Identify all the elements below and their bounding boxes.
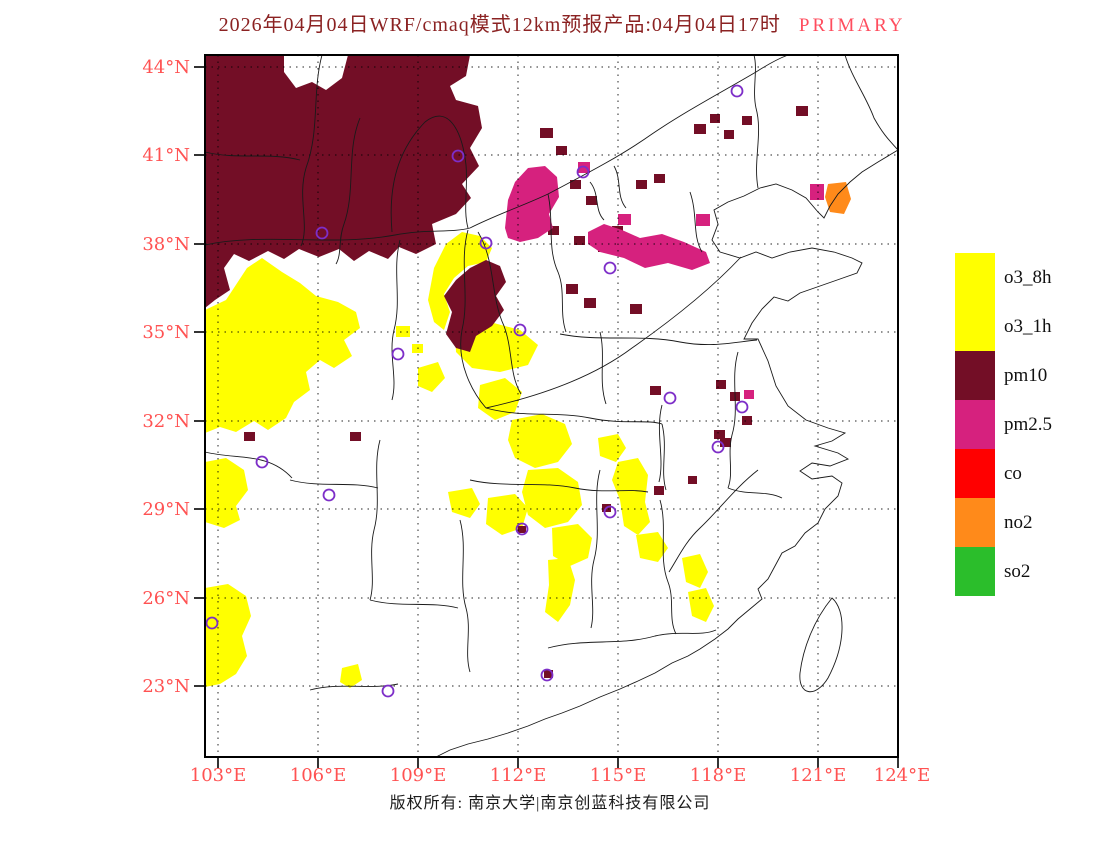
lat-axis-labels: 44°N 41°N 38°N 35°N 32°N 29°N 26°N 23°N xyxy=(142,57,190,697)
legend-item-o3-8h: o3_8h xyxy=(955,253,1052,302)
station-marker xyxy=(603,505,617,519)
station-marker xyxy=(322,488,336,502)
lat-label: 41°N xyxy=(142,145,190,166)
province-boundaries xyxy=(204,54,899,691)
lon-label: 121°E xyxy=(790,765,847,786)
legend-label: o3_1h xyxy=(1004,315,1052,337)
legend-swatch-o3-8h xyxy=(955,253,995,302)
lon-label: 115°E xyxy=(590,765,647,786)
station-marker xyxy=(315,226,329,240)
coastline xyxy=(435,149,899,758)
legend-label: o3_8h xyxy=(1004,266,1052,288)
title-primary-tag: PRIMARY xyxy=(798,15,906,36)
graticule-grid xyxy=(205,55,898,757)
legend-swatch-co xyxy=(955,449,995,498)
legend-swatch-so2 xyxy=(955,547,995,596)
legend-item-co: co xyxy=(955,449,1052,498)
axis-ticks xyxy=(194,66,899,768)
lat-label: 23°N xyxy=(142,676,190,697)
legend-item-o3-1h: o3_1h xyxy=(955,302,1052,351)
pm25-regions xyxy=(505,162,824,399)
lat-label: 32°N xyxy=(142,411,190,432)
page-title: 2026年04月04日WRF/cmaq模式12km预报产品:04月04日17时 … xyxy=(12,8,1100,37)
lat-label: 44°N xyxy=(142,57,190,78)
lat-label: 38°N xyxy=(142,234,190,255)
legend-item-no2: no2 xyxy=(955,498,1052,547)
legend-label: co xyxy=(1004,462,1022,484)
lon-axis-labels: 103°E 106°E 109°E 112°E 115°E 118°E 121°… xyxy=(190,765,931,786)
station-marker xyxy=(391,347,405,361)
legend-label: so2 xyxy=(1004,560,1031,582)
lon-label: 118°E xyxy=(690,765,747,786)
lon-label: 109°E xyxy=(390,765,447,786)
station-marker xyxy=(711,440,725,454)
station-marker xyxy=(663,391,677,405)
station-marker xyxy=(603,261,617,275)
station-marker xyxy=(513,323,527,337)
lon-label: 124°E xyxy=(874,765,931,786)
legend: o3_8h o3_1h pm10 pm2.5 co no2 so2 xyxy=(955,253,1052,596)
lon-label: 112°E xyxy=(490,765,547,786)
station-marker xyxy=(255,455,269,469)
legend-item-pm10: pm10 xyxy=(955,351,1052,400)
legend-swatch-no2 xyxy=(955,498,995,547)
station-marker xyxy=(515,522,529,536)
lon-label: 103°E xyxy=(190,765,247,786)
copyright: 版权所有: 南京大学|南京创蓝科技有限公司 xyxy=(389,795,711,812)
legend-label: pm10 xyxy=(1004,364,1048,386)
lat-label: 35°N xyxy=(142,322,190,343)
station-marker xyxy=(381,684,395,698)
legend-item-pm25: pm2.5 xyxy=(955,400,1052,449)
legend-swatch-pm25 xyxy=(955,400,995,449)
lon-label: 106°E xyxy=(290,765,347,786)
station-marker xyxy=(730,84,744,98)
legend-swatch-pm10 xyxy=(955,351,995,400)
pm10-regions xyxy=(205,55,808,678)
station-marker xyxy=(479,236,493,250)
station-marker xyxy=(540,668,554,682)
legend-label: no2 xyxy=(1004,511,1033,533)
no2-regions xyxy=(825,182,851,214)
legend-item-so2: so2 xyxy=(955,547,1052,596)
station-marker xyxy=(735,400,749,414)
station-markers xyxy=(205,84,749,698)
o3-regions xyxy=(205,232,714,688)
legend-swatch-o3-1h xyxy=(955,302,995,351)
lat-label: 29°N xyxy=(142,499,190,520)
station-marker xyxy=(451,149,465,163)
station-marker xyxy=(205,616,219,630)
station-marker xyxy=(576,165,590,179)
legend-label: pm2.5 xyxy=(1004,413,1053,435)
map-frame xyxy=(204,54,899,758)
lat-label: 26°N xyxy=(142,588,190,609)
title-text: 2026年04月04日WRF/cmaq模式12km预报产品:04月04日17时 xyxy=(218,14,781,36)
